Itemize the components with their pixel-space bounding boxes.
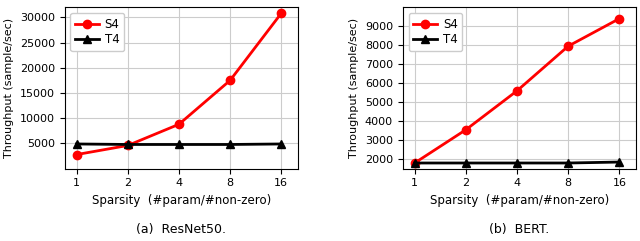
Text: (b)  BERT.: (b) BERT. bbox=[489, 223, 549, 236]
S4 bbox=[175, 123, 183, 126]
Line: T4: T4 bbox=[410, 158, 623, 167]
T4 bbox=[616, 161, 623, 163]
T4 bbox=[462, 161, 470, 164]
T4 bbox=[73, 142, 81, 145]
S4 bbox=[513, 89, 521, 92]
Line: S4: S4 bbox=[410, 14, 623, 167]
T4 bbox=[513, 161, 521, 164]
T4 bbox=[411, 161, 419, 164]
S4 bbox=[462, 128, 470, 131]
S4 bbox=[411, 161, 419, 164]
Text: (a)  ResNet50.: (a) ResNet50. bbox=[136, 223, 226, 236]
T4 bbox=[175, 143, 183, 146]
Line: T4: T4 bbox=[72, 140, 285, 149]
X-axis label: Sparsity  (#param/#non-zero): Sparsity (#param/#non-zero) bbox=[92, 194, 271, 207]
T4 bbox=[227, 143, 234, 146]
X-axis label: Sparsity  (#param/#non-zero): Sparsity (#param/#non-zero) bbox=[429, 194, 609, 207]
S4 bbox=[124, 144, 132, 147]
S4 bbox=[227, 79, 234, 82]
S4 bbox=[616, 17, 623, 20]
Line: S4: S4 bbox=[72, 9, 285, 159]
S4 bbox=[277, 12, 285, 15]
Y-axis label: Throughput (sample/sec): Throughput (sample/sec) bbox=[349, 18, 359, 158]
Legend: S4, T4: S4, T4 bbox=[70, 13, 124, 51]
T4 bbox=[564, 161, 572, 164]
S4 bbox=[564, 45, 572, 48]
S4 bbox=[73, 153, 81, 156]
T4 bbox=[277, 142, 285, 145]
Y-axis label: Throughput (sample/sec): Throughput (sample/sec) bbox=[4, 18, 14, 158]
Legend: S4, T4: S4, T4 bbox=[408, 13, 463, 51]
T4 bbox=[124, 143, 132, 146]
